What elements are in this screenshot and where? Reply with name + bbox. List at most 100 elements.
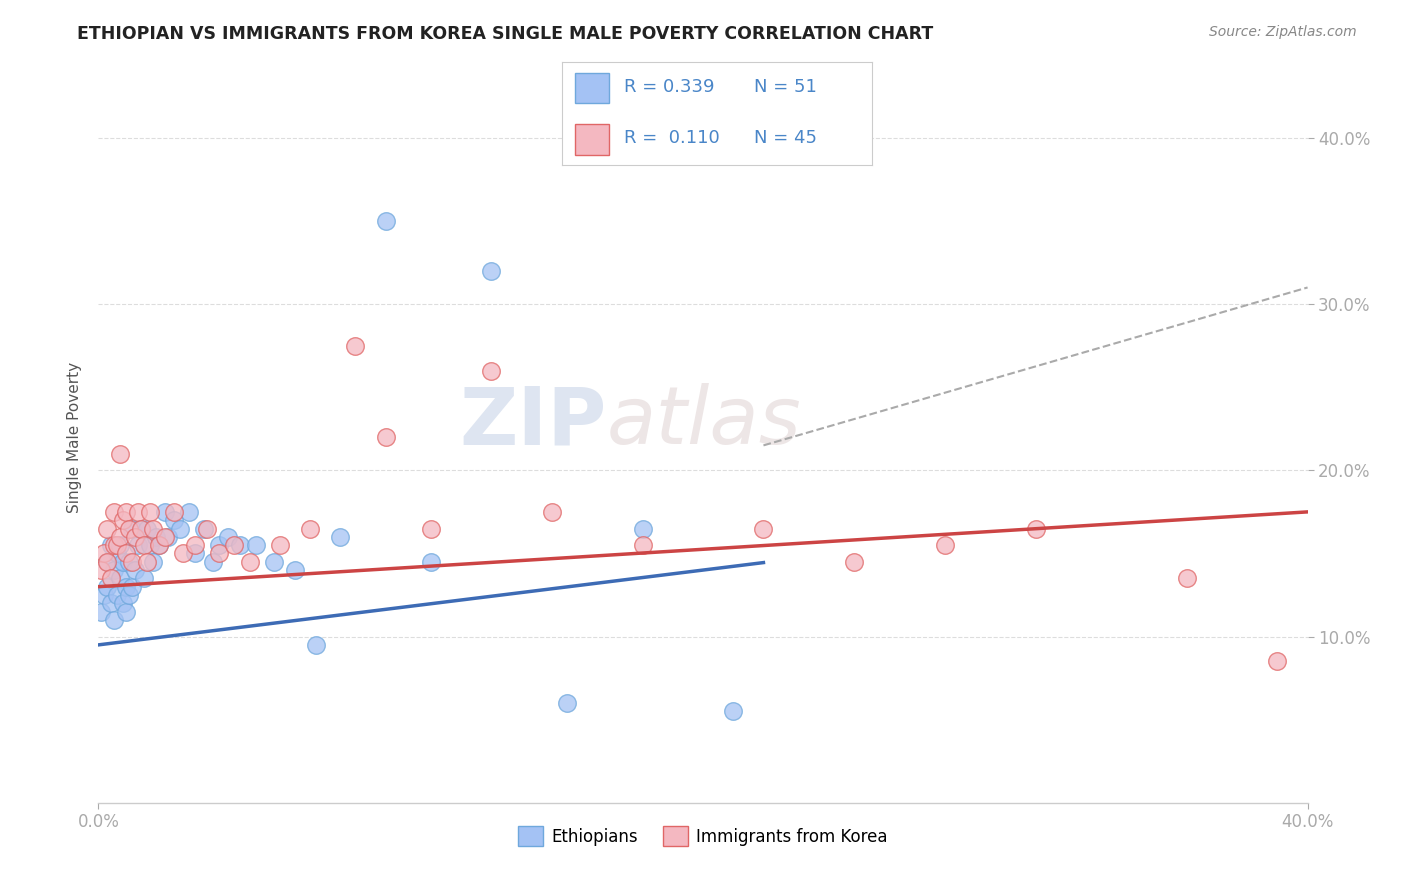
Point <box>100 538 122 552</box>
Point <box>129 521 152 535</box>
Text: atlas: atlas <box>606 384 801 461</box>
Point <box>344 338 367 352</box>
Point <box>195 521 218 535</box>
Point <box>420 521 443 535</box>
Point <box>127 505 149 519</box>
Text: ZIP: ZIP <box>458 384 606 461</box>
Point <box>481 264 503 278</box>
Point <box>184 538 207 552</box>
Y-axis label: Single Male Poverty: Single Male Poverty <box>67 361 83 513</box>
Point <box>540 505 562 519</box>
Point <box>305 638 328 652</box>
Point <box>202 555 225 569</box>
Point <box>1267 655 1289 669</box>
Point <box>132 571 155 585</box>
Point <box>179 505 201 519</box>
Point <box>118 555 141 569</box>
Point <box>111 513 134 527</box>
Point <box>96 521 118 535</box>
Point <box>127 538 149 552</box>
Point <box>108 447 131 461</box>
Point <box>118 588 141 602</box>
Point <box>103 505 125 519</box>
Point <box>135 555 157 569</box>
Point <box>114 546 136 560</box>
Point <box>100 571 122 585</box>
Point <box>1024 521 1046 535</box>
Point <box>93 546 115 560</box>
Point <box>153 505 176 519</box>
Point <box>555 696 578 710</box>
Point <box>239 555 262 569</box>
Point <box>245 538 267 552</box>
Text: N = 51: N = 51 <box>754 78 817 96</box>
Legend: Ethiopians, Immigrants from Korea: Ethiopians, Immigrants from Korea <box>512 820 894 853</box>
Point <box>156 530 179 544</box>
Point <box>631 538 654 552</box>
Point <box>105 546 128 560</box>
Text: Source: ZipAtlas.com: Source: ZipAtlas.com <box>1209 25 1357 39</box>
Text: ETHIOPIAN VS IMMIGRANTS FROM KOREA SINGLE MALE POVERTY CORRELATION CHART: ETHIOPIAN VS IMMIGRANTS FROM KOREA SINGL… <box>77 25 934 43</box>
Point <box>121 521 143 535</box>
Point <box>142 521 165 535</box>
Point <box>139 538 162 552</box>
Point <box>172 546 194 560</box>
Point <box>420 555 443 569</box>
Point <box>108 571 131 585</box>
Point <box>723 705 745 719</box>
Point <box>132 538 155 552</box>
Point <box>208 538 231 552</box>
Point <box>124 530 146 544</box>
Point <box>263 555 285 569</box>
Point <box>103 563 125 577</box>
Point <box>111 596 134 610</box>
Point <box>105 538 128 552</box>
Point <box>844 555 866 569</box>
Point <box>153 530 176 544</box>
Text: N = 45: N = 45 <box>754 129 817 147</box>
Point <box>631 521 654 535</box>
Point <box>105 588 128 602</box>
Point <box>114 580 136 594</box>
Point <box>148 538 170 552</box>
Point <box>374 430 396 444</box>
Point <box>100 596 122 610</box>
Point <box>752 521 775 535</box>
Point <box>90 563 112 577</box>
Point <box>111 555 134 569</box>
Point <box>163 505 186 519</box>
Point <box>217 530 239 544</box>
Point <box>118 521 141 535</box>
Point <box>145 530 167 544</box>
Point <box>96 555 118 569</box>
Point <box>103 613 125 627</box>
Point <box>135 521 157 535</box>
Point <box>139 505 162 519</box>
Point <box>93 588 115 602</box>
Point <box>142 555 165 569</box>
Point <box>114 605 136 619</box>
Point <box>374 214 396 228</box>
Point <box>129 521 152 535</box>
Point <box>329 530 352 544</box>
Point <box>108 530 131 544</box>
Point <box>934 538 956 552</box>
Point <box>269 538 291 552</box>
Point <box>1175 571 1198 585</box>
FancyBboxPatch shape <box>575 124 609 155</box>
Point <box>103 538 125 552</box>
Point <box>184 546 207 560</box>
Point <box>121 555 143 569</box>
Point <box>90 605 112 619</box>
Text: R = 0.339: R = 0.339 <box>624 78 714 96</box>
Point <box>193 521 215 535</box>
Point <box>114 505 136 519</box>
Point <box>108 538 131 552</box>
Point <box>96 555 118 569</box>
Point <box>284 563 307 577</box>
FancyBboxPatch shape <box>575 73 609 103</box>
Point <box>96 580 118 594</box>
Point <box>148 538 170 552</box>
Point <box>163 513 186 527</box>
Point <box>124 563 146 577</box>
